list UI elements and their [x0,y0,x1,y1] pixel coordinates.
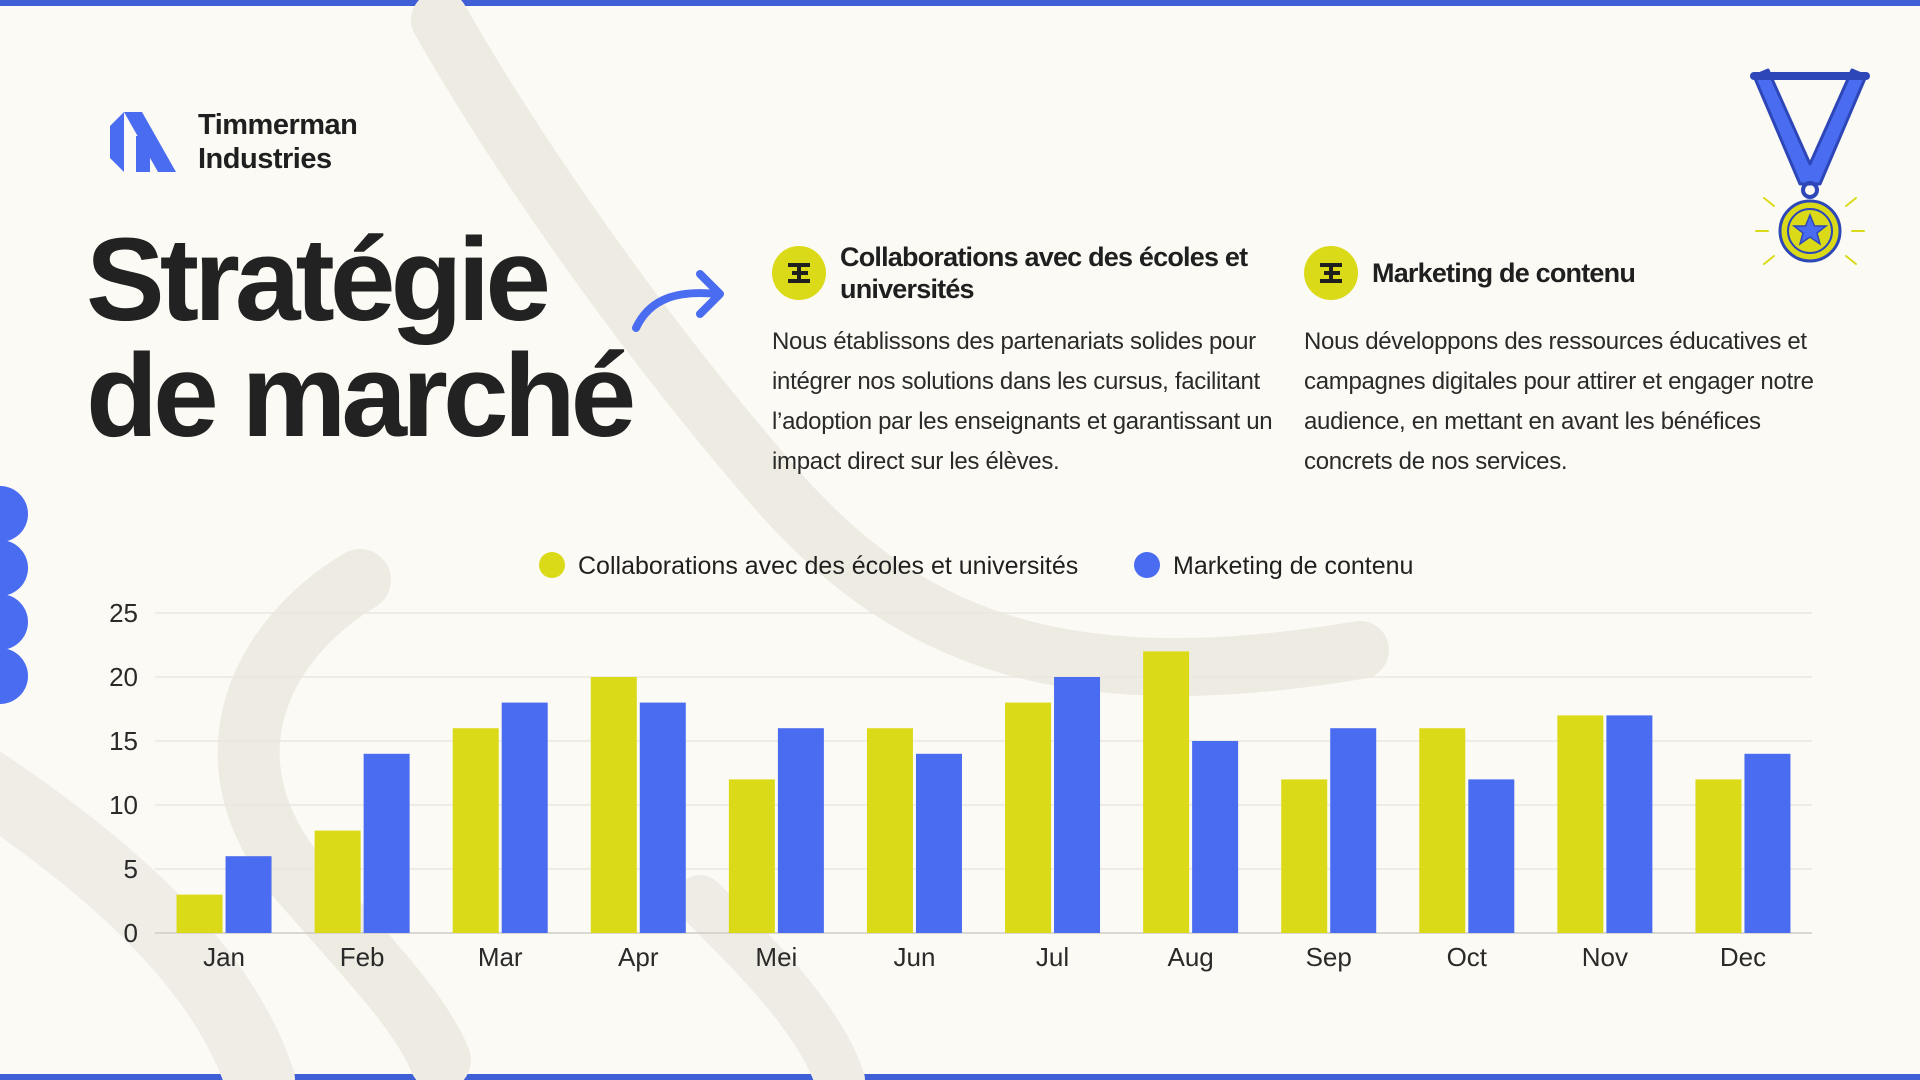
bar-collaborations [452,728,499,933]
curved-arrow-icon [632,270,724,332]
bar-collaborations [1695,779,1742,933]
y-tick-label: 15 [109,726,138,756]
x-tick-label: Jun [893,942,935,972]
legend-label: Marketing de contenu [1173,552,1413,580]
brand-name-line2: Industries [198,143,332,175]
bar-marketing [1468,779,1515,933]
bar-marketing [1054,677,1101,933]
bar-marketing [1606,715,1653,933]
y-tick-label: 0 [124,918,138,948]
bar-marketing [1192,741,1239,933]
x-tick-label: Dec [1720,942,1766,972]
bar-marketing [1744,753,1791,933]
legend-label: Collaborations avec des écoles et univer… [578,552,1078,580]
x-tick-label: Sep [1306,942,1352,972]
bar-collaborations [1419,728,1466,933]
bar-collaborations [314,830,361,933]
bar-collaborations [728,779,775,933]
strategy-title: Collaborations avec des écoles et univer… [840,242,1248,304]
strategy-description: Nous établissons des partenariats solide… [772,328,1273,475]
strategy-title: Marketing de contenu [1372,258,1636,288]
bar-collaborations [1005,702,1052,933]
strategy-bullet-icon [1304,246,1358,300]
brand-name: Timmerman Industries [198,108,358,176]
page-title-line1: Stratégie [86,214,551,346]
strategy-description: Nous développons des ressources éducativ… [1304,328,1814,475]
bar-collaborations [1557,715,1604,933]
legend-swatch [539,552,565,578]
left-edge-decoration [0,486,28,704]
x-tick-label: Jan [203,942,245,972]
page-title: Stratégie de marché [86,214,636,462]
brand-logo: Timmerman Industries [106,106,358,178]
bar-marketing [501,702,548,933]
bar-marketing [225,856,272,933]
bottom-frame-bar [0,1074,1920,1080]
x-tick-label: Nov [1582,942,1628,972]
x-tick-label: Feb [340,942,385,972]
brand-name-line1: Timmerman [198,109,358,141]
page-title-line2: de marché [86,330,636,462]
brand-mark-icon [110,112,176,172]
x-tick-label: Mar [478,942,523,972]
strategy-bullet-icon [772,246,826,300]
y-tick-label: 5 [124,854,138,884]
bar-marketing [915,753,962,933]
strategy-column-marketing: Marketing de contenu Nous développons de… [1304,238,1824,482]
x-tick-label: Apr [618,942,659,972]
legend-swatch [1134,552,1160,578]
bar-marketing [1330,728,1377,933]
bar-marketing [777,728,824,933]
top-frame-bar [0,0,1920,6]
bar-collaborations [176,894,223,933]
bar-collaborations [866,728,913,933]
y-tick-label: 25 [109,598,138,628]
x-tick-label: Oct [1447,942,1488,972]
y-tick-label: 10 [109,790,138,820]
x-tick-label: Mei [755,942,797,972]
bar-collaborations [590,677,637,933]
y-tick-label: 20 [109,662,138,692]
x-tick-label: Aug [1167,942,1213,972]
strategy-column-schools: Collaborations avec des écoles et univer… [772,238,1292,482]
bar-collaborations [1281,779,1328,933]
bar-marketing [639,702,686,933]
bar-collaborations [1143,651,1190,933]
bar-marketing [363,753,410,933]
medal-icon [1750,68,1870,265]
x-tick-label: Jul [1036,942,1069,972]
